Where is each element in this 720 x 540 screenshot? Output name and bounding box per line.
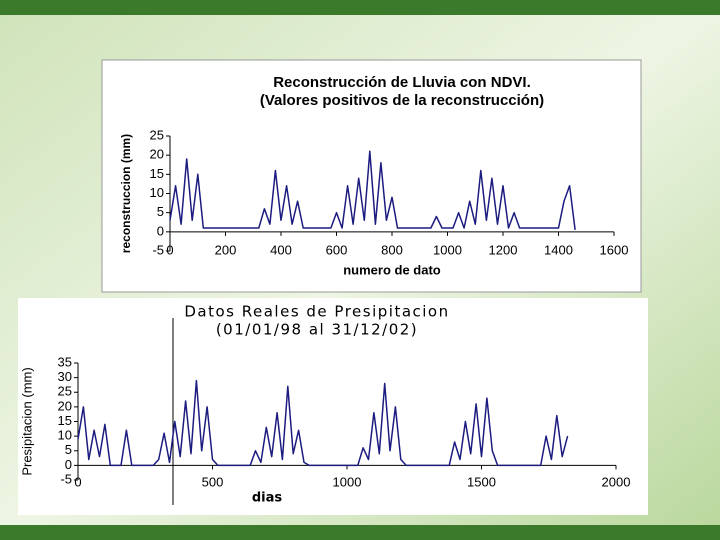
y-tick-label: 5 [157,204,164,219]
y-tick-label: 25 [150,127,164,142]
top-band [0,0,720,15]
chart-subtitle: (Valores positivos de la reconstrucción) [260,92,544,109]
chart-subtitle: (01/01/98 al 31/12/02) [216,321,418,339]
x-tick-label: 800 [381,242,403,257]
data-line [77,379,569,467]
x-tick-label: 1500 [467,474,496,489]
y-tick-label: -5 [152,242,164,257]
y-tick-label: 0 [157,223,164,238]
x-tick-label: 2000 [602,474,631,489]
y-tick-label: 15 [150,166,164,181]
y-tick-label: -5 [60,471,72,486]
y-tick-label: 0 [65,457,72,472]
y-tick-label: 5 [65,442,72,457]
x-tick-label: 1000 [333,474,362,489]
x-tick-label: 600 [326,242,348,257]
y-axis-label: reconstruccion (mm) [119,134,133,253]
x-tick-label: 400 [270,242,292,257]
chart-title: Datos Reales de Presipitacion [184,303,449,321]
y-tick-label: 20 [150,147,164,162]
y-tick-label: 25 [58,384,72,399]
data-line [169,150,576,230]
y-tick-label: 15 [58,413,72,428]
y-axis-label: Presipitacion (mm) [19,367,34,475]
y-tick-label: 10 [58,428,72,443]
y-tick-label: 35 [58,354,72,369]
x-tick-label: 0 [166,242,173,257]
y-tick-label: 20 [58,398,72,413]
chart-panel [18,298,648,515]
bottom-band [0,525,720,540]
x-tick-label: 1000 [433,242,462,257]
chart-title: Reconstrucción de Lluvia con NDVI. [273,74,531,91]
y-tick-label: 30 [58,369,72,384]
x-tick-label: 1200 [489,242,518,257]
x-axis-label: dias [252,491,283,506]
x-tick-label: 1600 [600,242,629,257]
y-tick-label: 10 [150,185,164,200]
x-tick-label: 0 [74,474,81,489]
x-tick-label: 200 [215,242,237,257]
x-tick-label: 500 [202,474,224,489]
x-axis-label: numero de dato [343,262,441,277]
x-tick-label: 1400 [544,242,573,257]
